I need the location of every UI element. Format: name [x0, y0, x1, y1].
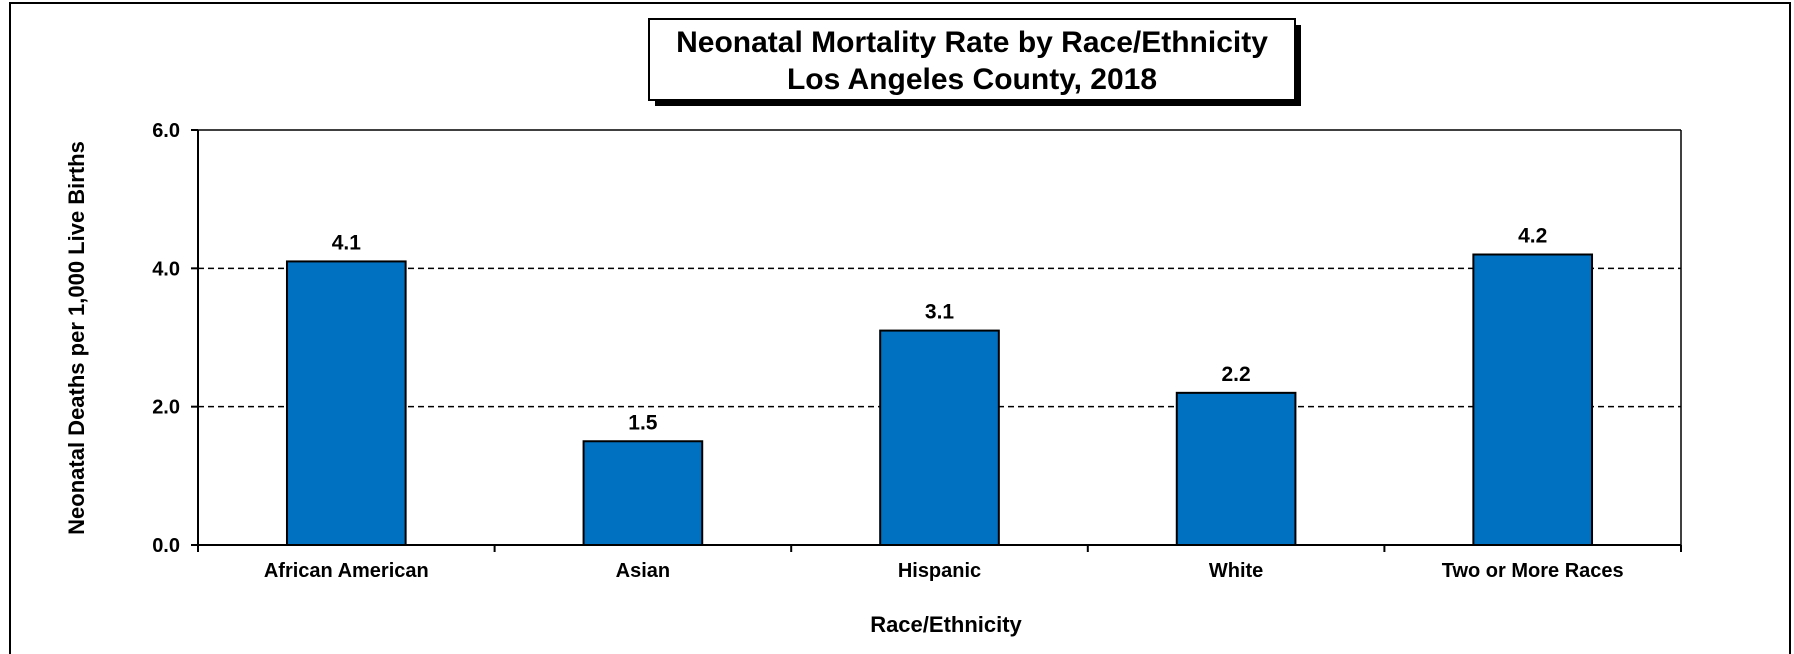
bar-value-label: 4.1 — [332, 231, 362, 254]
x-tick-label: White — [1209, 560, 1263, 582]
y-axis-title: Neonatal Deaths per 1,000 Live Births — [64, 141, 89, 535]
title-box — [648, 18, 1296, 101]
chart-title: Neonatal Mortality Rate by Race/Ethnicit… — [676, 26, 1268, 59]
bar — [1175, 391, 1297, 547]
bar-value-label: 2.2 — [1221, 363, 1250, 386]
bar — [879, 329, 1000, 547]
bars — [285, 253, 1594, 547]
x-axis-title: Race/Ethnicity — [870, 612, 1022, 637]
chart-subtitle: Los Angeles County, 2018 — [787, 63, 1157, 96]
bar-value-label: 4.2 — [1518, 225, 1547, 248]
y-tick-label: 6.0 — [152, 120, 180, 142]
bar-value-label: 1.5 — [628, 411, 658, 434]
bar — [582, 440, 704, 546]
x-ticks — [197, 545, 1682, 552]
x-tick-label: African American — [264, 560, 429, 582]
data-labels: 4.1 1.5 3.1 2.2 4.2 — [332, 225, 1548, 435]
x-tick-label: Hispanic — [898, 560, 981, 582]
y-ticks: 0.0 2.0 4.0 6.0 — [152, 120, 198, 557]
y-tick-label: 4.0 — [152, 258, 180, 280]
x-tick-label: Two or More Races — [1442, 560, 1624, 582]
x-tick-label: Asian — [616, 560, 670, 582]
y-tick-label: 0.0 — [152, 535, 180, 557]
y-tick-label: 2.0 — [152, 397, 180, 419]
bar — [285, 260, 407, 546]
bar — [1472, 253, 1594, 546]
bar-value-label: 3.1 — [925, 301, 955, 324]
x-tick-labels: African American Asian Hispanic White Two or… — [264, 560, 1624, 582]
